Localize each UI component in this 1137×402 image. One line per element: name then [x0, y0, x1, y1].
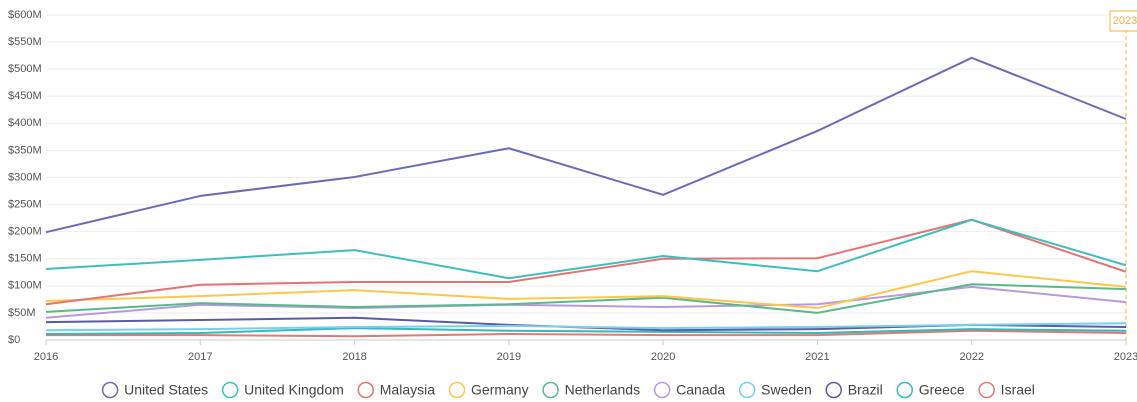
x-tick-label: 2019 — [497, 351, 521, 363]
legend-marker — [738, 381, 756, 399]
legend-label: Brazil — [848, 382, 883, 398]
series-line — [45, 218, 1127, 280]
y-tick-label: $600M — [8, 9, 42, 21]
legend-marker — [653, 381, 671, 399]
legend-label: United States — [124, 382, 208, 398]
series-line — [45, 322, 1127, 332]
x-tick-label: 2016 — [34, 351, 58, 363]
legend-label: Germany — [471, 382, 529, 398]
y-tick-label: $500M — [8, 63, 42, 75]
series-line — [45, 270, 1127, 310]
legend-label: Greece — [919, 382, 965, 398]
y-tick-label: $200M — [8, 226, 42, 238]
highlight-label: 2023 — [1113, 15, 1137, 27]
legend-marker — [357, 381, 375, 399]
series-line — [45, 56, 1127, 234]
series-line — [46, 329, 1127, 338]
legend-marker — [448, 381, 466, 399]
y-tick-label: $450M — [8, 90, 42, 102]
legend-label: Canada — [676, 382, 725, 398]
highlight-box — [1109, 10, 1137, 32]
y-tick-label: $150M — [8, 253, 42, 265]
legend-label: Malaysia — [380, 382, 435, 398]
legend-label: Israel — [1001, 382, 1035, 398]
series-line — [45, 283, 1127, 314]
series-line — [45, 327, 1127, 336]
y-tick-label: $300M — [8, 171, 42, 183]
legend-marker — [221, 381, 239, 399]
x-tick-label: 2020 — [651, 351, 675, 363]
y-tick-label: $100M — [8, 280, 42, 292]
x-tick-label: 2021 — [805, 351, 829, 363]
x-tick-label: 2023 — [1114, 351, 1137, 363]
x-tick-label: 2018 — [342, 351, 366, 363]
x-tick-label: 2022 — [959, 351, 983, 363]
y-tick-label: $250M — [8, 198, 42, 210]
legend-marker — [896, 381, 914, 399]
x-tick-label: 2017 — [188, 351, 212, 363]
legend-marker — [825, 381, 842, 399]
legend-marker — [542, 381, 559, 399]
y-tick-label: $0 — [8, 334, 20, 346]
series-line — [45, 218, 1127, 306]
y-tick-label: $400M — [8, 117, 42, 129]
legend-label: United Kingdom — [244, 382, 344, 398]
legend-marker — [978, 381, 995, 399]
y-tick-label: $550M — [8, 36, 42, 48]
y-tick-label: $50M — [8, 307, 36, 319]
legend: United States United Kingdom Malaysia Germa… — [101, 381, 1035, 399]
y-tick-label: $350M — [8, 144, 42, 156]
legend-label: Netherlands — [565, 382, 641, 398]
legend-label: Sweden — [761, 382, 812, 398]
legend-marker — [101, 381, 119, 399]
